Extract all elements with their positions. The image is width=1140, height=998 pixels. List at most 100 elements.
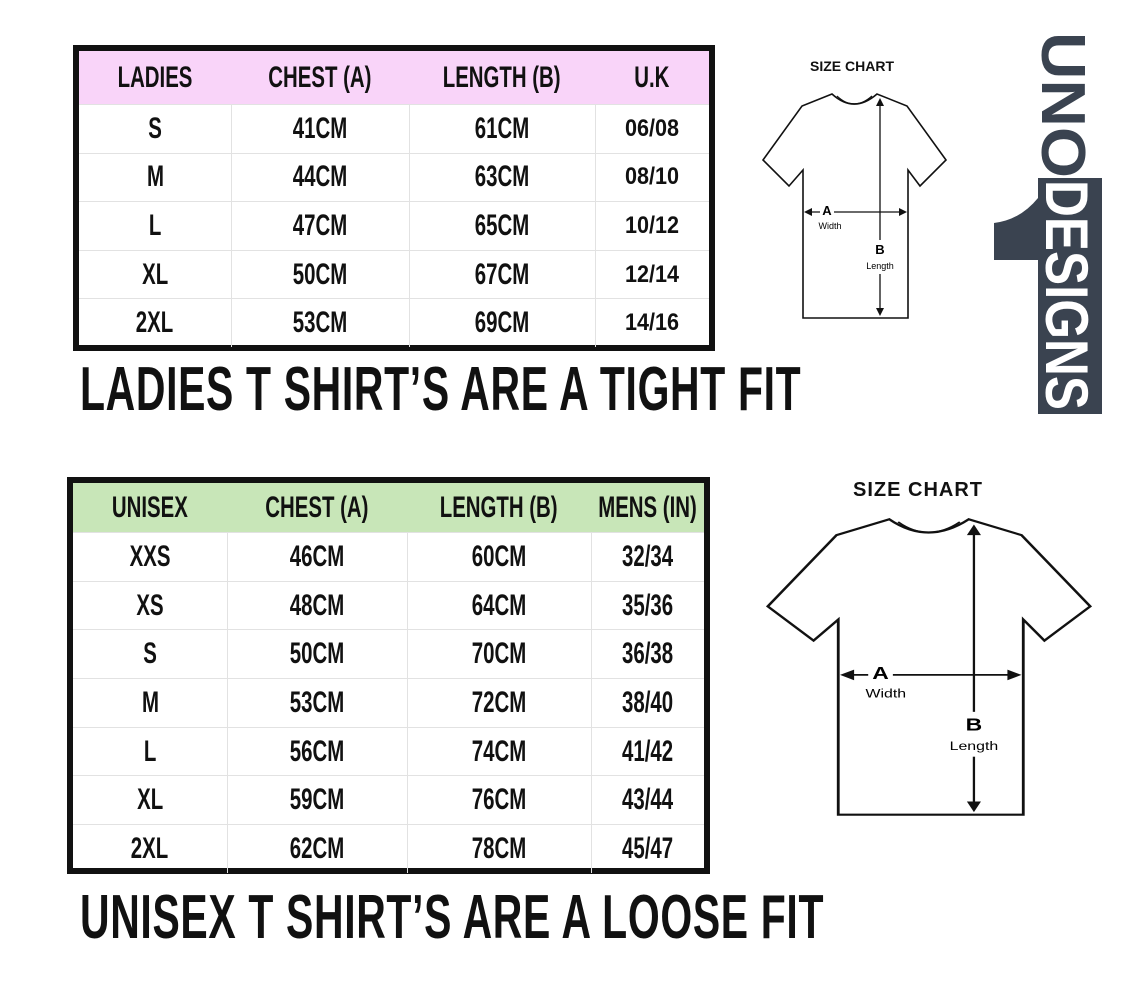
- unisex-fit-note: UNISEX T SHIRT’S ARE A LOOSE FIT: [80, 883, 825, 952]
- cell-text: 12/14: [625, 260, 680, 288]
- table-cell: 08/10: [595, 153, 709, 202]
- tshirt-diagram-unisex: A Width B Length: [766, 518, 1092, 816]
- table-cell: 44CM: [231, 153, 409, 202]
- cell-text: 47CM: [293, 208, 348, 242]
- cell-text: 74CM: [472, 734, 527, 768]
- table-header-row: LADIES CHEST (A) LENGTH (B) U.K: [79, 51, 709, 104]
- table-cell: 50CM: [227, 630, 407, 679]
- table-row: M 44CM 63CM 08/10: [79, 152, 709, 202]
- cell-text: 48CM: [290, 588, 345, 622]
- tshirt-diagram-ladies: A Width B Length: [762, 93, 947, 319]
- table-cell: 12/14: [595, 250, 709, 299]
- table-cell: XL: [73, 776, 227, 824]
- cell-text: 38/40: [622, 685, 674, 719]
- header-text: U.K: [634, 60, 670, 94]
- table-cell: 67CM: [409, 250, 595, 299]
- cell-text: XS: [136, 588, 164, 622]
- cell-text: 63CM: [475, 160, 530, 194]
- table-cell: 38/40: [591, 679, 704, 727]
- tshirt-outline: [762, 93, 947, 319]
- header-cell: U.K: [595, 51, 709, 104]
- cell-text: XL: [136, 783, 164, 817]
- table-cell: 43/44: [591, 776, 704, 825]
- cell-text: 64CM: [472, 588, 527, 622]
- cell-text: 70CM: [472, 637, 527, 671]
- table-cell: 53CM: [231, 299, 409, 347]
- svg-text:DESIGNS: DESIGNS: [1033, 180, 1100, 410]
- header-text: LENGTH (B): [440, 490, 558, 524]
- table-cell: 72CM: [407, 679, 591, 727]
- table-cell: 64CM: [407, 581, 591, 630]
- table-cell: 48CM: [227, 581, 407, 630]
- a-sub-label: Width: [866, 686, 907, 700]
- cell-text: 43/44: [622, 783, 674, 817]
- table-cell: L: [73, 728, 227, 776]
- cell-text: 53CM: [290, 685, 345, 719]
- cell-text: 08/10: [625, 163, 680, 191]
- b-sub-label: Length: [950, 739, 998, 753]
- cell-text: M: [141, 685, 159, 719]
- cell-text: 78CM: [472, 831, 527, 865]
- cell-text: 2XL: [131, 831, 169, 865]
- cell-text: 44CM: [293, 160, 348, 194]
- table-cell: M: [73, 679, 227, 727]
- header-text: CHEST (A): [268, 60, 372, 94]
- table-cell: 70CM: [407, 630, 591, 679]
- cell-text: 14/16: [625, 309, 680, 337]
- tshirt-collar: [897, 521, 961, 534]
- table-cell: 53CM: [227, 679, 407, 727]
- cell-text: 35/36: [622, 588, 674, 622]
- cell-text: 72CM: [472, 685, 527, 719]
- cell-text: 62CM: [290, 831, 345, 865]
- table-cell: 45/47: [591, 825, 704, 873]
- table-cell: 65CM: [409, 202, 595, 250]
- cell-text: M: [146, 160, 164, 194]
- table-cell: 50CM: [231, 250, 409, 299]
- cell-text: XXS: [129, 539, 171, 573]
- table-cell: 56CM: [227, 727, 407, 776]
- table-cell: L: [79, 202, 231, 250]
- table-row: XXS 46CM 60CM 32/34: [73, 532, 704, 581]
- table-row: 2XL 53CM 69CM 14/16: [79, 298, 709, 347]
- header-cell: LADIES: [79, 51, 231, 104]
- table-cell: M: [79, 154, 231, 202]
- tshirt-collar: [836, 95, 873, 105]
- header-cell: UNISEX: [73, 483, 227, 532]
- table-row: 2XL 62CM 78CM 45/47: [73, 824, 704, 873]
- table-cell: 35/36: [591, 581, 704, 630]
- table-cell: XL: [79, 251, 231, 299]
- table-cell: 62CM: [227, 825, 407, 873]
- table-cell: 36/38: [591, 630, 704, 679]
- header-text: CHEST (A): [265, 490, 369, 524]
- header-text: MENS (IN): [598, 490, 697, 524]
- table-cell: 61CM: [409, 105, 595, 153]
- cell-text: S: [148, 111, 162, 145]
- cell-text: 59CM: [290, 783, 345, 817]
- table-row: XS 48CM 64CM 35/36: [73, 580, 704, 630]
- table-cell: 63CM: [409, 153, 595, 202]
- header-cell: LENGTH (B): [407, 483, 591, 532]
- cell-text: 69CM: [475, 306, 530, 340]
- cell-text: 56CM: [290, 734, 345, 768]
- cell-text: 60CM: [472, 539, 527, 573]
- header-cell: MENS (IN): [591, 483, 704, 532]
- header-cell: LENGTH (B): [409, 51, 595, 104]
- header-text: LADIES: [117, 60, 193, 94]
- cell-text: 41CM: [293, 111, 348, 145]
- table-row: S 50CM 70CM 36/38: [73, 629, 704, 679]
- ladies-size-table: LADIES CHEST (A) LENGTH (B) U.K S 41CM 61CM 06/…: [73, 45, 715, 351]
- b-label: B: [875, 242, 884, 257]
- header-cell: CHEST (A): [231, 51, 409, 104]
- tshirt-outline: [766, 518, 1092, 816]
- table-row: L 47CM 65CM 10/12: [79, 201, 709, 250]
- b-sub-label: Length: [866, 261, 894, 271]
- table-cell: 78CM: [407, 825, 591, 873]
- table-cell: 06/08: [595, 105, 709, 153]
- header-text: LENGTH (B): [443, 60, 561, 94]
- table-cell: 2XL: [79, 299, 231, 347]
- cell-text: L: [143, 734, 157, 768]
- table-row: M 53CM 72CM 38/40: [73, 678, 704, 727]
- a-label: A: [822, 203, 832, 218]
- cell-text: XL: [141, 257, 169, 291]
